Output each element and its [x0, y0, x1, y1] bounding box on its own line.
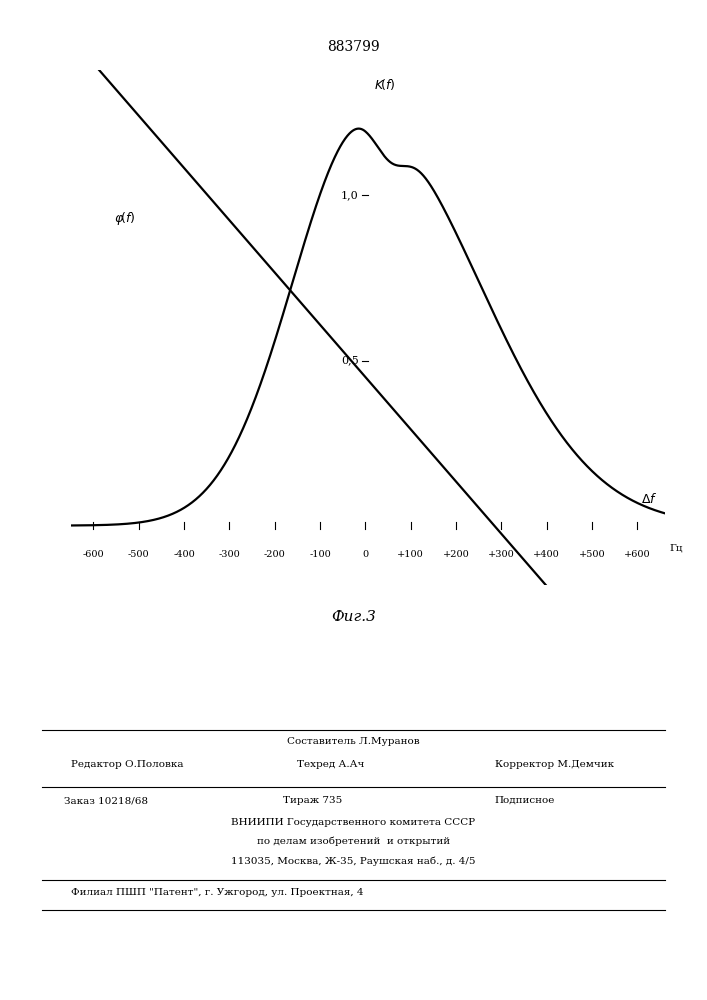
Text: -100: -100	[309, 550, 331, 559]
Text: +600: +600	[624, 550, 650, 559]
Text: -200: -200	[264, 550, 286, 559]
Text: Составитель Л.Муранов: Составитель Л.Муранов	[287, 737, 420, 746]
Text: 1,0: 1,0	[341, 190, 358, 200]
Text: Филиал ПШП "Патент", г. Ужгород, ул. Проектная, 4: Филиал ПШП "Патент", г. Ужгород, ул. Про…	[71, 888, 363, 897]
Text: Техред А.Ач: Техред А.Ач	[297, 760, 364, 769]
Text: +300: +300	[488, 550, 515, 559]
Text: +200: +200	[443, 550, 469, 559]
Text: 113035, Москва, Ж-35, Раушская наб., д. 4/5: 113035, Москва, Ж-35, Раушская наб., д. …	[231, 856, 476, 865]
Text: +500: +500	[579, 550, 605, 559]
Text: +400: +400	[533, 550, 560, 559]
Text: Редактор О.Половка: Редактор О.Половка	[71, 760, 183, 769]
Text: -500: -500	[128, 550, 149, 559]
Text: 0,5: 0,5	[341, 356, 358, 366]
Text: -600: -600	[83, 550, 104, 559]
Text: -300: -300	[218, 550, 240, 559]
Text: 883799: 883799	[327, 40, 380, 54]
Text: Заказ 10218/68: Заказ 10218/68	[64, 796, 148, 805]
Text: Фиг.3: Фиг.3	[331, 610, 376, 624]
Text: Подписное: Подписное	[495, 796, 555, 805]
Text: 0: 0	[362, 550, 368, 559]
Text: Корректор М.Демчик: Корректор М.Демчик	[495, 760, 614, 769]
Text: $K\!\left(f\right)$: $K\!\left(f\right)$	[373, 77, 395, 92]
Text: ВНИИПИ Государственного комитета СССР: ВНИИПИ Государственного комитета СССР	[231, 818, 476, 827]
Text: Тираж 735: Тираж 735	[283, 796, 342, 805]
Text: +100: +100	[397, 550, 424, 559]
Text: -400: -400	[173, 550, 195, 559]
Text: по делам изобретений  и открытий: по делам изобретений и открытий	[257, 837, 450, 846]
Text: Гц: Гц	[669, 544, 683, 553]
Text: $\Delta f$: $\Delta f$	[641, 492, 658, 506]
Text: $\varphi\!\left(f\right)$: $\varphi\!\left(f\right)$	[114, 210, 135, 227]
